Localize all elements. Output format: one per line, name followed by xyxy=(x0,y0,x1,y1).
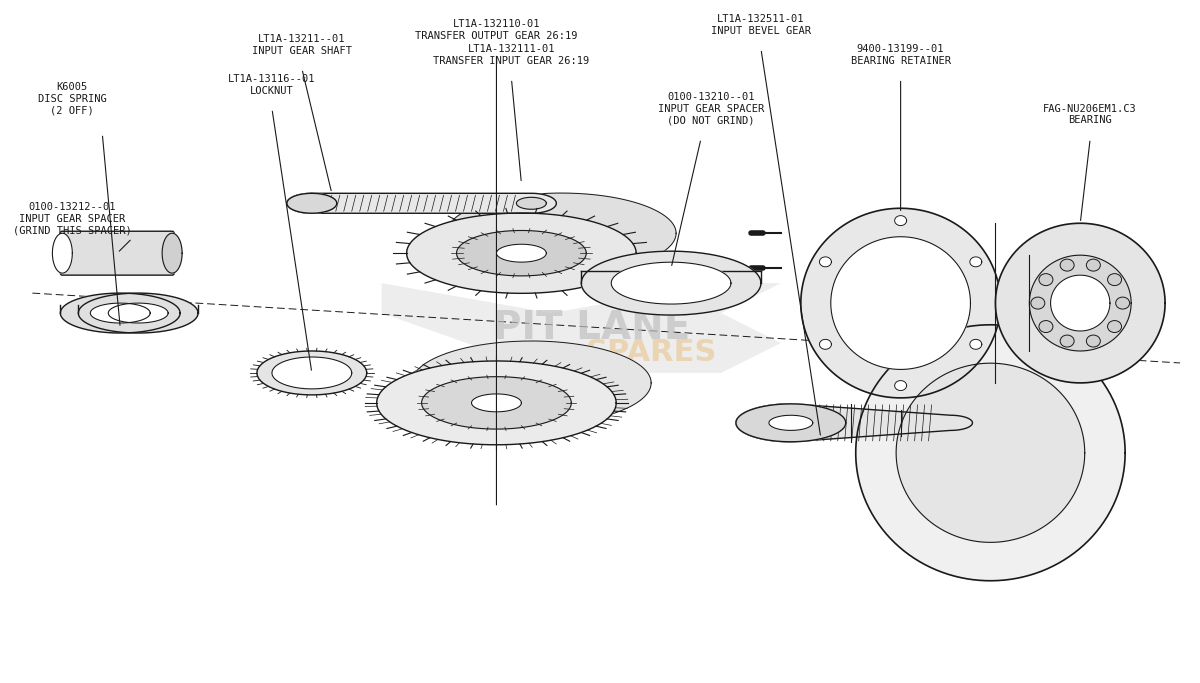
Polygon shape xyxy=(287,193,337,213)
Polygon shape xyxy=(407,213,636,294)
Ellipse shape xyxy=(1086,259,1100,271)
Polygon shape xyxy=(382,283,781,373)
Ellipse shape xyxy=(1039,320,1052,333)
Ellipse shape xyxy=(1031,297,1045,309)
Polygon shape xyxy=(970,339,982,349)
Text: 0100-13212--01
INPUT GEAR SPACER
(GRIND THIS SPACER): 0100-13212--01 INPUT GEAR SPACER (GRIND … xyxy=(13,202,132,235)
Text: LT1A-132111-01
TRANSFER INPUT GEAR 26:19: LT1A-132111-01 TRANSFER INPUT GEAR 26:19 xyxy=(433,44,589,66)
Text: LT1A-132511-01
INPUT BEVEL GEAR: LT1A-132511-01 INPUT BEVEL GEAR xyxy=(710,14,811,36)
Polygon shape xyxy=(895,380,907,391)
Polygon shape xyxy=(611,262,731,304)
Polygon shape xyxy=(90,303,150,323)
Polygon shape xyxy=(856,325,1126,581)
Ellipse shape xyxy=(1108,320,1122,333)
Polygon shape xyxy=(516,197,546,209)
Text: SPARES: SPARES xyxy=(586,339,716,367)
Text: FAG-NU206EM1.C3
BEARING: FAG-NU206EM1.C3 BEARING xyxy=(1043,104,1138,126)
Polygon shape xyxy=(970,257,982,267)
Ellipse shape xyxy=(1108,274,1122,285)
Ellipse shape xyxy=(1086,335,1100,347)
Polygon shape xyxy=(736,404,846,442)
Polygon shape xyxy=(1050,275,1110,331)
Polygon shape xyxy=(446,193,676,273)
Polygon shape xyxy=(820,339,832,349)
Polygon shape xyxy=(162,233,182,273)
Polygon shape xyxy=(377,361,617,445)
Polygon shape xyxy=(472,394,522,412)
Polygon shape xyxy=(895,216,907,225)
Polygon shape xyxy=(272,357,352,389)
Text: PIT LANE: PIT LANE xyxy=(492,309,690,347)
Polygon shape xyxy=(996,223,1165,383)
Text: 9400-13199--01
BEARING RETAINER: 9400-13199--01 BEARING RETAINER xyxy=(851,44,950,66)
Polygon shape xyxy=(108,303,168,323)
Polygon shape xyxy=(456,230,587,276)
Polygon shape xyxy=(830,237,971,370)
Polygon shape xyxy=(800,208,1001,398)
Text: LT1A-132110-01
TRANSFER OUTPUT GEAR 26:19: LT1A-132110-01 TRANSFER OUTPUT GEAR 26:1… xyxy=(415,19,577,40)
Ellipse shape xyxy=(1060,335,1074,347)
Polygon shape xyxy=(736,404,972,442)
Polygon shape xyxy=(421,377,571,429)
Text: LT1A-13211--01
INPUT GEAR SHAFT: LT1A-13211--01 INPUT GEAR SHAFT xyxy=(252,34,352,55)
Ellipse shape xyxy=(1039,274,1052,285)
Polygon shape xyxy=(257,351,367,395)
Polygon shape xyxy=(60,293,180,333)
Text: 0100-13210--01
INPUT GEAR SPACER
(DO NOT GRIND): 0100-13210--01 INPUT GEAR SPACER (DO NOT… xyxy=(658,92,764,126)
Polygon shape xyxy=(287,193,557,213)
Polygon shape xyxy=(1030,255,1132,351)
Ellipse shape xyxy=(1116,297,1129,309)
Ellipse shape xyxy=(1060,259,1074,271)
Polygon shape xyxy=(581,251,761,315)
FancyBboxPatch shape xyxy=(60,232,174,275)
Polygon shape xyxy=(78,293,198,333)
Text: K6005
DISC SPRING
(2 OFF): K6005 DISC SPRING (2 OFF) xyxy=(38,82,107,115)
Polygon shape xyxy=(412,341,652,425)
Polygon shape xyxy=(820,257,832,267)
Polygon shape xyxy=(769,415,812,430)
Text: LT1A-13116--01
LOCKNUT: LT1A-13116--01 LOCKNUT xyxy=(228,74,316,96)
Polygon shape xyxy=(896,363,1085,542)
Polygon shape xyxy=(497,245,546,262)
Polygon shape xyxy=(53,233,72,273)
